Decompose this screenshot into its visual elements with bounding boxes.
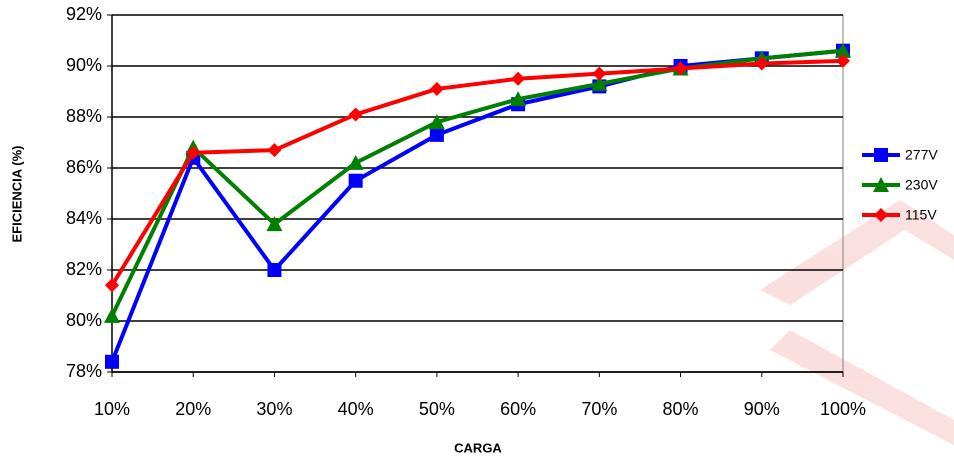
y-tick-label: 88% bbox=[66, 106, 102, 126]
legend-label: 115V bbox=[905, 207, 937, 223]
y-axis-title: EFICIENCIA (%) bbox=[9, 145, 24, 242]
y-tick-label: 90% bbox=[66, 55, 102, 75]
y-tick-label: 92% bbox=[66, 4, 102, 24]
x-tick-label: 70% bbox=[581, 399, 617, 419]
y-tick-label: 80% bbox=[66, 310, 102, 330]
x-tick-label: 60% bbox=[500, 399, 536, 419]
series bbox=[105, 53, 850, 293]
marker bbox=[836, 53, 850, 68]
y-tick-label: 82% bbox=[66, 259, 102, 279]
marker bbox=[429, 127, 444, 142]
marker bbox=[511, 71, 526, 86]
x-tick-label: 90% bbox=[744, 399, 780, 419]
y-tick-label: 78% bbox=[66, 361, 102, 381]
series bbox=[105, 43, 850, 369]
x-tick-label: 40% bbox=[338, 399, 374, 419]
marker bbox=[104, 307, 120, 323]
marker bbox=[105, 278, 119, 293]
marker bbox=[348, 107, 363, 122]
y-tick-label: 86% bbox=[66, 157, 102, 177]
marker bbox=[835, 42, 851, 58]
watermark bbox=[760, 200, 954, 445]
legend-label: 277V bbox=[905, 147, 938, 163]
line bbox=[110, 58, 844, 287]
legend-label: 230V bbox=[905, 177, 938, 193]
marker bbox=[754, 56, 769, 71]
marker bbox=[267, 143, 282, 158]
marker bbox=[873, 177, 889, 192]
y-tick-label: 84% bbox=[66, 208, 102, 228]
x-tick-label: 80% bbox=[663, 399, 699, 419]
x-tick-label: 100% bbox=[820, 399, 866, 419]
marker bbox=[267, 263, 282, 277]
marker bbox=[874, 148, 888, 162]
marker bbox=[266, 216, 283, 232]
x-tick-label: 30% bbox=[256, 399, 292, 419]
x-axis-title: CARGA bbox=[454, 440, 502, 455]
x-tick-label: 50% bbox=[419, 399, 455, 419]
line bbox=[110, 48, 844, 317]
marker bbox=[591, 75, 608, 91]
marker bbox=[186, 145, 201, 160]
marker bbox=[673, 61, 688, 76]
line bbox=[110, 48, 844, 363]
marker bbox=[105, 354, 119, 369]
plot-area bbox=[111, 14, 844, 373]
x-tick-label: 20% bbox=[175, 399, 211, 419]
marker bbox=[428, 114, 445, 130]
x-tick-label: 10% bbox=[94, 399, 130, 419]
marker bbox=[348, 173, 363, 188]
marker bbox=[592, 66, 607, 81]
marker bbox=[510, 91, 527, 107]
marker bbox=[429, 81, 444, 96]
marker bbox=[347, 154, 364, 170]
marker bbox=[874, 208, 888, 222]
